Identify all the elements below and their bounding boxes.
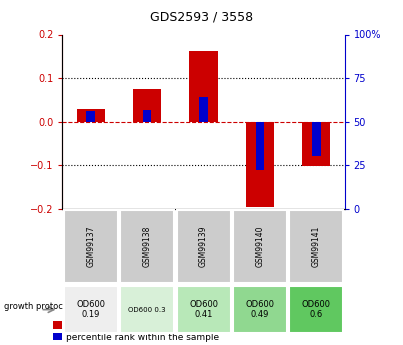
Bar [133, 89, 161, 122]
Text: GSM99139: GSM99139 [199, 226, 208, 267]
Text: growth protocol: growth protocol [4, 302, 71, 311]
Bar [87, 111, 95, 122]
Bar [199, 97, 208, 122]
Text: GSM99138: GSM99138 [143, 226, 152, 267]
Bar [256, 122, 264, 170]
Bar [302, 122, 330, 166]
Text: GSM99141: GSM99141 [312, 226, 321, 267]
Bar [246, 122, 274, 207]
Text: OD600
0.6: OD600 0.6 [302, 300, 331, 319]
Bar [312, 122, 321, 157]
Text: OD600 0.3: OD600 0.3 [128, 307, 166, 313]
Legend: log2 ratio, percentile rank within the sample: log2 ratio, percentile rank within the s… [53, 321, 219, 342]
Text: OD600
0.49: OD600 0.49 [245, 300, 274, 319]
Text: OD600
0.19: OD600 0.19 [76, 300, 105, 319]
Text: GDS2593 / 3558: GDS2593 / 3558 [150, 10, 253, 23]
Bar [77, 109, 105, 122]
Bar [189, 51, 218, 122]
Text: GSM99137: GSM99137 [86, 226, 95, 267]
Text: OD600
0.41: OD600 0.41 [189, 300, 218, 319]
Text: GSM99140: GSM99140 [256, 226, 264, 267]
Bar [143, 110, 152, 122]
